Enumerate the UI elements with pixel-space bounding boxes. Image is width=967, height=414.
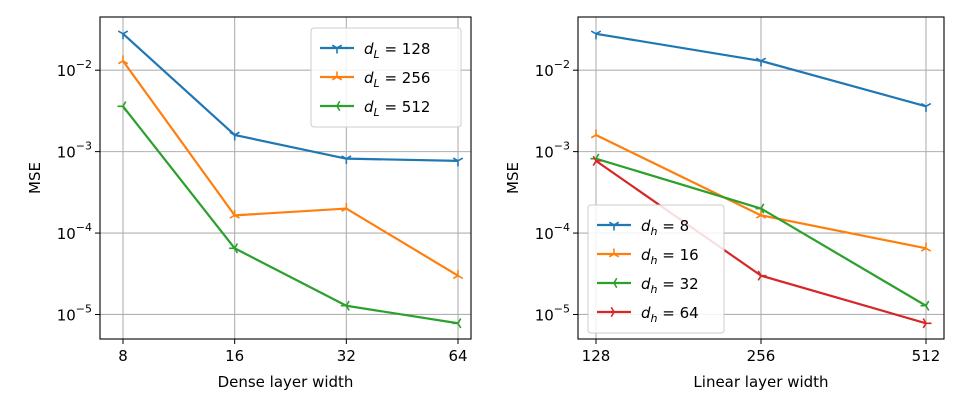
y-tick-base: 10 bbox=[535, 144, 554, 162]
legend-label: dh = 64 bbox=[641, 304, 699, 325]
y-tick-label: 10−2 bbox=[57, 58, 92, 80]
y-tick-label: 10−4 bbox=[535, 221, 570, 243]
x-tick-label: 32 bbox=[337, 347, 356, 365]
legend-entry: dh = 64 bbox=[597, 304, 699, 325]
series-line bbox=[122, 32, 459, 162]
legend-box bbox=[310, 27, 462, 128]
data-point-marker bbox=[117, 55, 129, 65]
data-point-marker bbox=[340, 300, 350, 311]
y-tick-exponent: −3 bbox=[76, 140, 92, 153]
y-tick-base: 10 bbox=[535, 225, 554, 243]
y-tick-label: 10−2 bbox=[535, 58, 570, 80]
legend-label: dL = 256 bbox=[364, 69, 430, 90]
y-tick-base: 10 bbox=[535, 62, 554, 80]
legend-entry: dL = 256 bbox=[320, 69, 430, 90]
data-point-marker bbox=[341, 155, 352, 165]
data-point-marker bbox=[755, 57, 767, 67]
data-point-marker bbox=[229, 209, 240, 219]
x-axis-label: Dense layer width bbox=[218, 373, 354, 391]
data-point-marker bbox=[757, 270, 767, 281]
x-tick-label: 8 bbox=[118, 347, 128, 365]
legend-entry: dL = 512 bbox=[320, 98, 430, 119]
y-tick-exponent: −5 bbox=[76, 302, 92, 315]
y-tick-label: 10−4 bbox=[57, 221, 92, 243]
y-tick-exponent: −4 bbox=[554, 221, 570, 234]
y-tick-exponent: −2 bbox=[76, 58, 92, 71]
legend-marker bbox=[610, 306, 620, 318]
y-tick-base: 10 bbox=[535, 306, 554, 324]
data-point-marker bbox=[341, 203, 352, 212]
plot-frame bbox=[99, 16, 472, 340]
legend-label: dh = 8 bbox=[641, 217, 689, 238]
x-tick-label: 16 bbox=[225, 347, 244, 365]
y-tick-label: 10−5 bbox=[57, 302, 92, 324]
y-tick-exponent: −4 bbox=[76, 221, 92, 234]
data-point-marker bbox=[229, 131, 240, 141]
legend-box bbox=[587, 204, 725, 334]
y-tick-base: 10 bbox=[57, 62, 76, 80]
data-point-marker bbox=[452, 157, 464, 167]
y-tick-exponent: −2 bbox=[554, 58, 570, 71]
y-tick-label: 10−3 bbox=[57, 140, 92, 162]
series-line bbox=[122, 105, 459, 325]
data-point-marker bbox=[755, 209, 767, 219]
legend-marker bbox=[608, 248, 620, 258]
legend-marker bbox=[331, 71, 343, 81]
data-point-marker bbox=[117, 101, 127, 112]
data-point-marker bbox=[755, 203, 765, 214]
data-point-marker bbox=[920, 242, 932, 252]
legend-entry: dh = 32 bbox=[597, 275, 699, 296]
legend-entry: dh = 8 bbox=[597, 217, 689, 238]
legend-label: dh = 32 bbox=[641, 275, 699, 296]
data-point-marker bbox=[920, 300, 930, 311]
y-tick-base: 10 bbox=[57, 144, 76, 162]
legend-label: dL = 512 bbox=[364, 98, 430, 119]
data-point-marker bbox=[590, 30, 602, 40]
x-tick-label: 256 bbox=[747, 347, 776, 365]
y-tick-base: 10 bbox=[57, 225, 76, 243]
data-point-marker bbox=[590, 129, 602, 139]
legend-marker bbox=[608, 221, 620, 231]
x-tick-label: 512 bbox=[912, 347, 941, 365]
plot-frame bbox=[577, 16, 945, 340]
x-tick-label: 64 bbox=[448, 347, 467, 365]
data-point-marker bbox=[920, 102, 932, 112]
data-point-marker bbox=[592, 155, 602, 167]
legend-entry: dh = 16 bbox=[597, 246, 699, 267]
legend: dL = 128 dL = 256 dL = 512 bbox=[310, 27, 462, 128]
data-point-marker bbox=[452, 318, 462, 329]
y-axis-label: MSE bbox=[504, 162, 522, 194]
legend-marker bbox=[331, 100, 341, 112]
legend-entry: dL = 128 bbox=[320, 40, 430, 61]
y-tick-exponent: −5 bbox=[554, 302, 570, 315]
data-point-marker bbox=[229, 243, 239, 254]
legend-label: dh = 16 bbox=[641, 246, 699, 267]
series-line bbox=[122, 60, 459, 277]
x-axis-label: Linear layer width bbox=[693, 373, 828, 391]
legend-marker bbox=[608, 277, 618, 289]
data-point-marker bbox=[452, 270, 464, 280]
y-tick-exponent: −3 bbox=[554, 140, 570, 153]
x-tick-label: 128 bbox=[582, 347, 611, 365]
legend-label: dL = 128 bbox=[364, 40, 430, 61]
data-point-marker bbox=[922, 318, 932, 329]
y-tick-base: 10 bbox=[57, 306, 76, 324]
legend-marker bbox=[331, 44, 343, 54]
y-tick-label: 10−3 bbox=[535, 140, 570, 162]
legend: dh = 8 dh = 16 dh = 32 dh = 64 bbox=[587, 204, 725, 334]
y-axis-label: MSE bbox=[26, 162, 44, 194]
y-tick-label: 10−5 bbox=[535, 302, 570, 324]
data-point-marker bbox=[117, 30, 129, 40]
